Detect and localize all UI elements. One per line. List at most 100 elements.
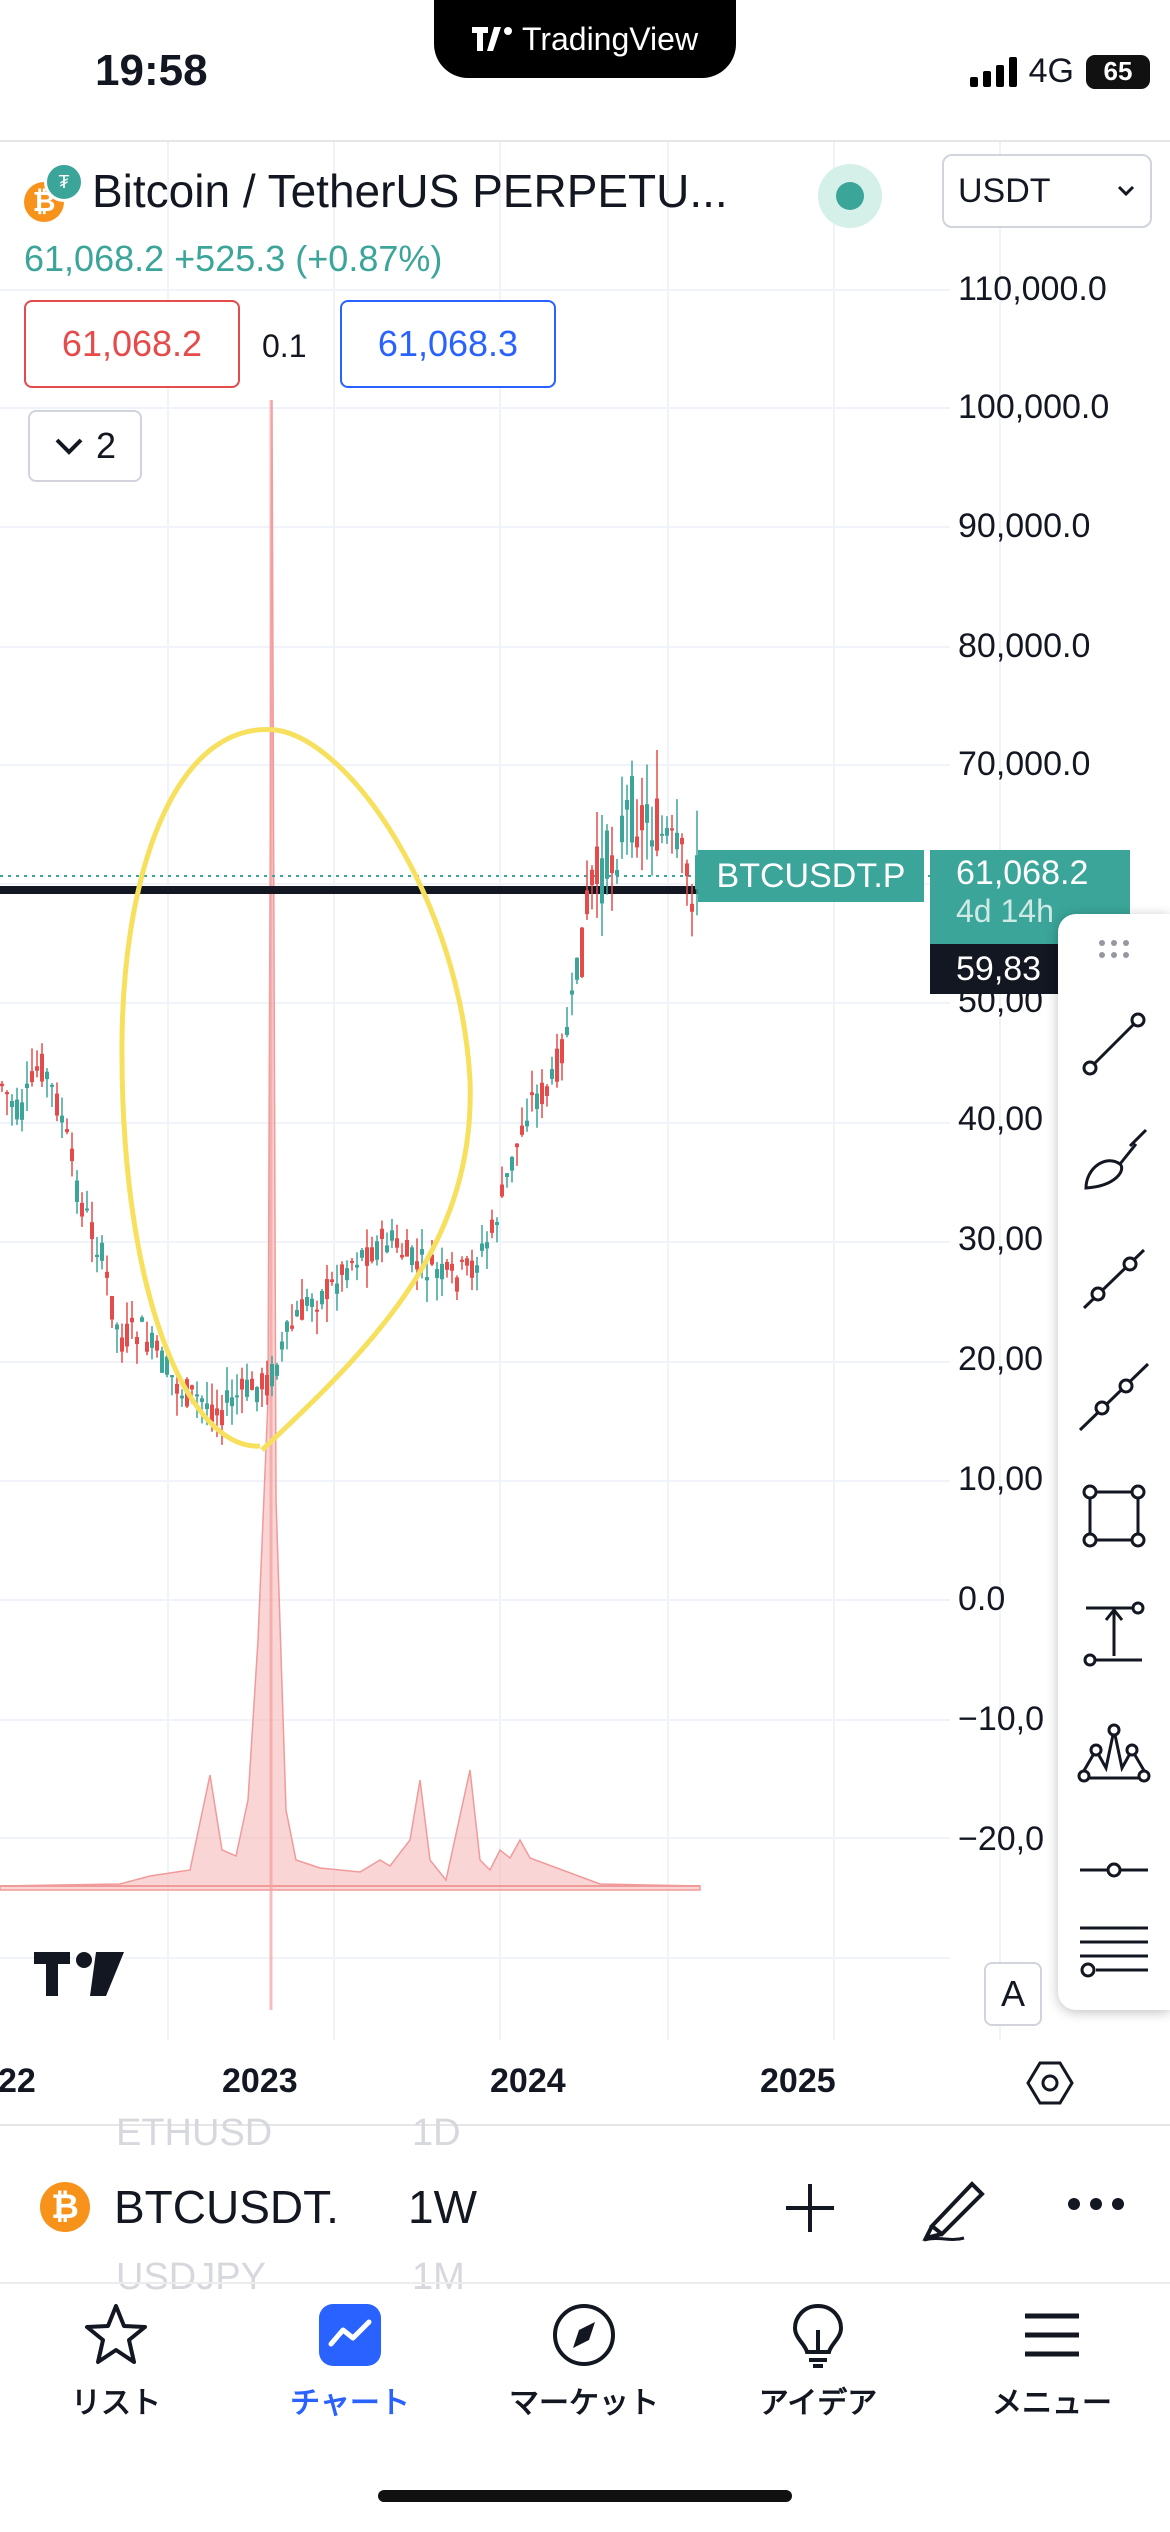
rectangle-icon[interactable] <box>1076 1478 1152 1554</box>
candle-body <box>580 927 584 977</box>
candle-body <box>235 1395 239 1398</box>
price-tick: 40,00 <box>958 1100 1044 1138</box>
symbol-title[interactable]: Bitcoin / TetherUS PERPETU... <box>92 165 728 217</box>
candle-body <box>15 1099 19 1120</box>
bitcoin-icon: ₿ <box>40 2182 90 2232</box>
candle-body <box>330 1279 334 1282</box>
interval-picker[interactable]: 1W <box>408 2181 477 2233</box>
trend-line-icon[interactable] <box>1076 1006 1152 1082</box>
candle-body <box>340 1264 344 1275</box>
candle-body <box>90 1222 94 1240</box>
nav-label: リスト <box>71 2387 161 2420</box>
candle-body <box>575 957 579 980</box>
nav-item-market[interactable]: マーケット <box>484 2300 684 2422</box>
sell-button[interactable]: 61,068.2 <box>24 300 240 388</box>
horizontal-line-price-tag: 59,83 <box>930 944 1062 994</box>
price-tick: 110,000.0 <box>958 270 1107 308</box>
candle-body <box>430 1254 434 1265</box>
tether-icon: ₮ <box>44 162 84 202</box>
price-tick: 70,000.0 <box>958 745 1091 783</box>
nav-label: アイデア <box>758 2387 878 2420</box>
candle-body <box>630 776 634 843</box>
market-open-indicator[interactable] <box>818 164 882 228</box>
candle-body <box>355 1264 359 1268</box>
candle-body <box>105 1271 109 1278</box>
candle-body <box>190 1385 194 1390</box>
candle-body <box>385 1245 389 1253</box>
candle-body <box>525 1120 529 1127</box>
status-time: 19:58 <box>95 46 208 95</box>
candle-body <box>125 1323 129 1347</box>
tradingview-logo-icon <box>471 27 512 51</box>
candle-body <box>315 1309 319 1312</box>
candle-body <box>590 869 594 886</box>
auto-scale-button[interactable]: A <box>984 1962 1042 2026</box>
nav-item-chart[interactable]: チャート <box>250 2300 450 2422</box>
candle-body <box>165 1356 169 1375</box>
candle-body <box>335 1283 339 1294</box>
pattern-icon[interactable] <box>1076 1714 1152 1790</box>
candle-body <box>480 1243 484 1251</box>
candle-body <box>280 1341 284 1350</box>
candle-body <box>310 1298 314 1307</box>
fib-retracement-icon[interactable] <box>1076 1914 1152 1994</box>
chart-settings-icon[interactable] <box>1026 2060 1074 2106</box>
drawing-toolbar <box>1058 914 1170 2010</box>
grid <box>0 142 1001 2040</box>
extended-line-icon[interactable] <box>1076 1360 1152 1436</box>
candle-body <box>145 1341 149 1352</box>
price-chart[interactable] <box>0 142 1170 2122</box>
candle-body <box>505 1173 509 1178</box>
ray-icon[interactable] <box>1076 1242 1152 1318</box>
candle-body <box>600 858 604 904</box>
candle-body <box>625 799 629 810</box>
candle-body <box>270 1364 274 1387</box>
notch-brand: TradingView <box>434 0 736 78</box>
spread-value: 0.1 <box>262 328 307 364</box>
candle-body <box>170 1375 174 1378</box>
brush-icon[interactable] <box>1076 1124 1152 1200</box>
price-change: +525.3 <box>174 238 286 279</box>
candle-body <box>550 1069 554 1079</box>
currency-select[interactable]: USDT <box>942 154 1152 228</box>
candle-body <box>110 1296 114 1320</box>
nav-item-list[interactable]: リスト <box>16 2300 216 2422</box>
candle-body <box>35 1066 39 1071</box>
candle-body <box>535 1093 539 1109</box>
candle-body <box>175 1383 179 1394</box>
candle-body <box>450 1263 454 1271</box>
candle-body <box>225 1390 229 1403</box>
candle-body <box>40 1053 44 1082</box>
nav-item-menu[interactable]: メニュー <box>952 2300 1152 2422</box>
price-range-icon[interactable] <box>1076 1596 1152 1672</box>
candle-body <box>390 1230 394 1241</box>
candle-body <box>230 1397 234 1407</box>
candle-body <box>240 1378 244 1390</box>
candle-body <box>455 1277 459 1292</box>
candle-body <box>585 890 589 915</box>
candle-body <box>215 1408 219 1416</box>
buy-button[interactable]: 61,068.3 <box>340 300 556 388</box>
candle-body <box>485 1242 489 1249</box>
candle-body <box>395 1238 399 1248</box>
candle-body <box>435 1269 439 1278</box>
candle-body <box>205 1403 209 1410</box>
candle-body <box>285 1321 289 1332</box>
price-tick: −10,0 <box>958 1700 1045 1738</box>
candle-body <box>695 855 699 890</box>
candle-body <box>305 1296 309 1306</box>
indicators-toggle-button[interactable]: 2 <box>28 410 142 482</box>
home-indicator[interactable] <box>378 2490 792 2502</box>
pencil-icon[interactable] <box>920 2170 990 2242</box>
candle-body <box>645 804 649 823</box>
more-icon[interactable] <box>1066 2194 1126 2214</box>
drag-handle-icon[interactable] <box>1076 934 1152 964</box>
plus-icon[interactable] <box>780 2178 840 2238</box>
candle-body <box>610 855 614 874</box>
candle-body <box>555 1048 559 1082</box>
nav-item-ideas[interactable]: アイデア <box>718 2300 918 2422</box>
horizontal-line-icon[interactable] <box>1076 1832 1152 1908</box>
candle-body <box>410 1247 414 1266</box>
symbol-picker[interactable]: BTCUSDT. <box>114 2181 339 2233</box>
candle-body <box>570 990 574 995</box>
